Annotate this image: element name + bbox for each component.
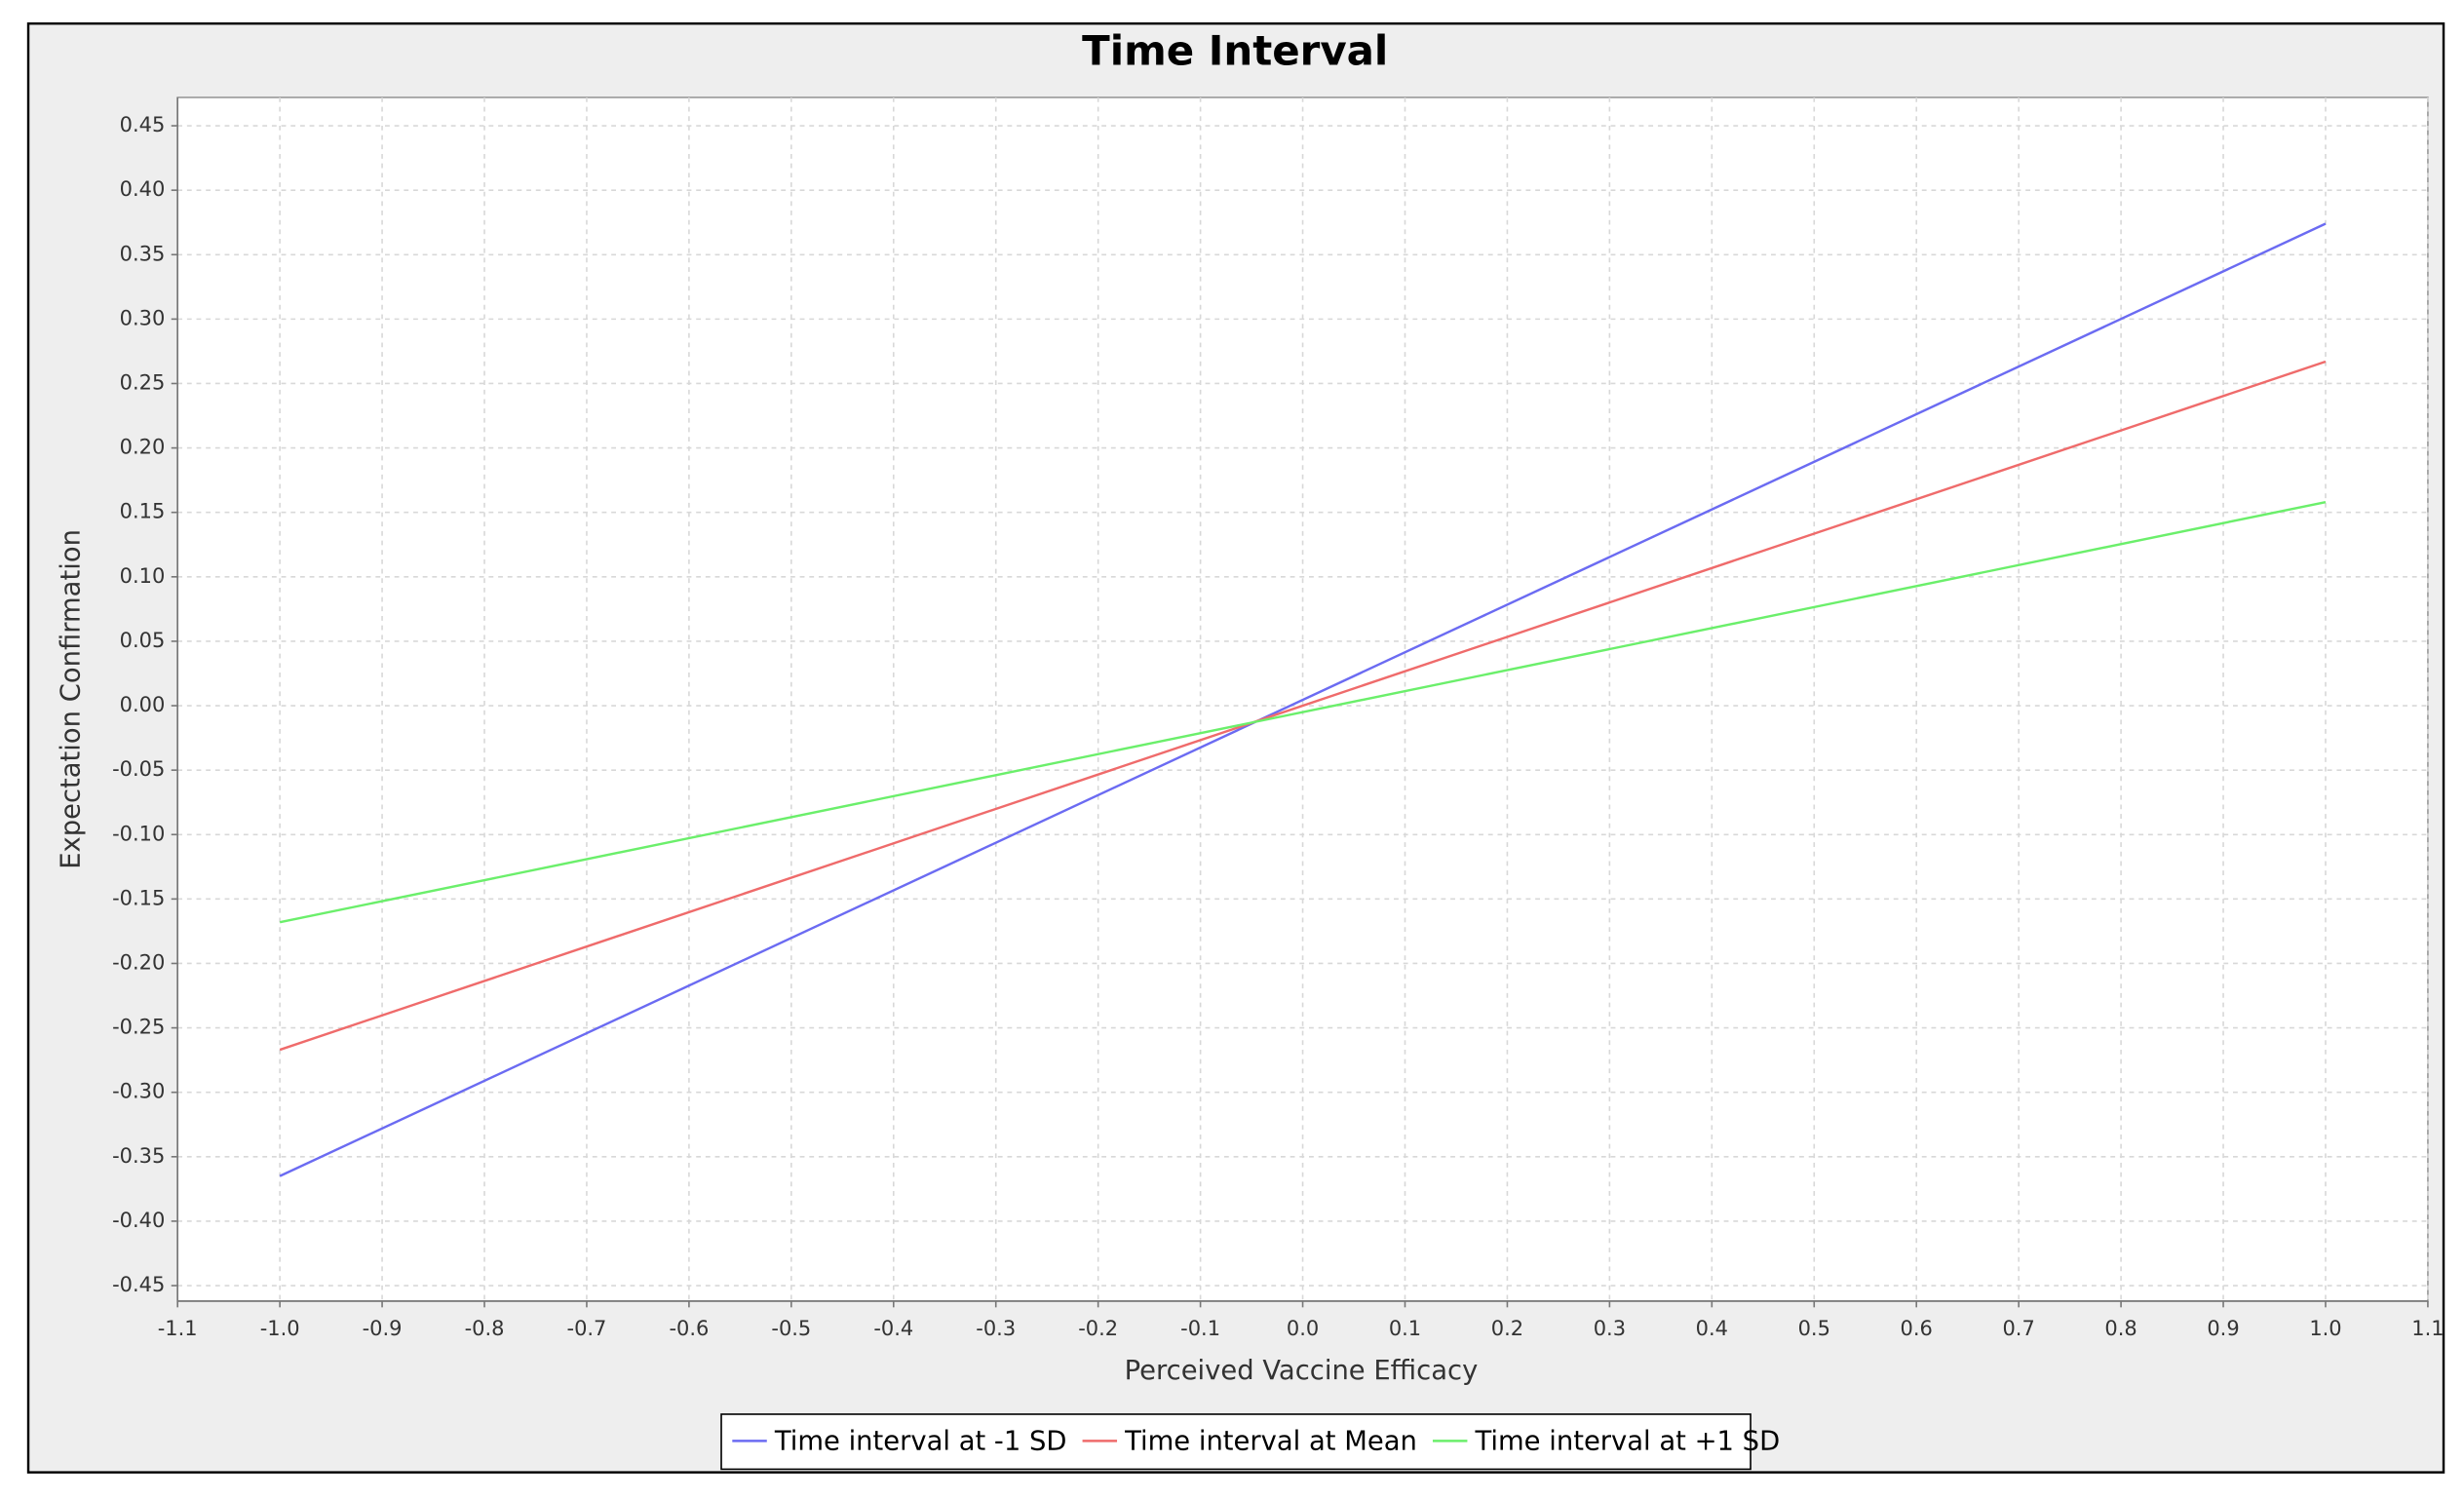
y-tick-label: 0.05 bbox=[120, 629, 166, 652]
x-tick-label: -0.2 bbox=[1078, 1317, 1118, 1340]
x-tick-label: -0.1 bbox=[1180, 1317, 1220, 1340]
series-line bbox=[279, 222, 2327, 1177]
x-tick-label: 0.9 bbox=[2207, 1317, 2239, 1340]
y-tick-label: 0.25 bbox=[120, 370, 166, 394]
x-tick-label: -0.9 bbox=[363, 1317, 403, 1340]
y-tick-label: -0.05 bbox=[112, 757, 165, 781]
y-tick-label: 0.15 bbox=[120, 500, 166, 523]
y-tick-label: 0.30 bbox=[120, 306, 166, 329]
y-tick-label: -0.40 bbox=[112, 1209, 165, 1232]
y-tick-label: -0.30 bbox=[112, 1080, 165, 1103]
x-tick-label: 0.2 bbox=[1491, 1317, 1523, 1340]
y-tick-label: -0.45 bbox=[112, 1273, 165, 1296]
y-tick-label: -0.35 bbox=[112, 1144, 165, 1168]
x-tick-label: 0.3 bbox=[1594, 1317, 1626, 1340]
y-axis-label: Expectation Confirmation bbox=[57, 529, 87, 869]
x-tick-label: -0.8 bbox=[465, 1317, 505, 1340]
y-tick-label: 0.45 bbox=[120, 113, 166, 136]
x-tick-label: -1.0 bbox=[260, 1317, 300, 1340]
x-tick-label: 0.4 bbox=[1696, 1317, 1728, 1340]
x-tick-label: -0.7 bbox=[567, 1317, 607, 1340]
x-tick-label: -0.3 bbox=[976, 1317, 1016, 1340]
x-tick-label: -0.5 bbox=[771, 1317, 811, 1340]
legend-box bbox=[720, 1413, 1752, 1471]
y-tick-label: 0.35 bbox=[120, 242, 166, 265]
chart-title: Time Interval bbox=[1082, 26, 1388, 74]
x-tick-label: 0.6 bbox=[1901, 1317, 1933, 1340]
y-tick-label: -0.25 bbox=[112, 1016, 165, 1039]
y-tick-label: 0.00 bbox=[120, 693, 166, 716]
legend-label: Time interval at -1 SD bbox=[774, 1426, 1067, 1456]
y-tick-label: -0.15 bbox=[112, 886, 165, 909]
series-line bbox=[279, 500, 2327, 924]
x-tick-label: 0.1 bbox=[1389, 1317, 1421, 1340]
x-tick-label: 1.0 bbox=[2309, 1317, 2341, 1340]
x-tick-label: 0.0 bbox=[1287, 1317, 1319, 1340]
legend-label: Time interval at Mean bbox=[1124, 1426, 1417, 1456]
x-tick-label: 0.5 bbox=[1798, 1317, 1830, 1340]
x-tick-label: 0.8 bbox=[2104, 1317, 2137, 1340]
y-tick-label: -0.10 bbox=[112, 822, 165, 845]
x-tick-label: -0.6 bbox=[669, 1317, 709, 1340]
y-tick-label: 0.40 bbox=[120, 177, 166, 201]
y-tick-label: -0.20 bbox=[112, 950, 165, 974]
legend-label: Time interval at +1 SD bbox=[1474, 1426, 1780, 1456]
y-tick-label: 0.10 bbox=[120, 564, 166, 588]
x-tick-label: 1.1 bbox=[2411, 1317, 2444, 1340]
y-tick-label: 0.20 bbox=[120, 436, 166, 459]
series-line bbox=[279, 360, 2327, 1052]
x-axis-label: Perceived Vaccine Efficacy bbox=[1125, 1356, 1479, 1386]
x-tick-label: 0.7 bbox=[2002, 1317, 2034, 1340]
x-tick-label: -0.4 bbox=[873, 1317, 913, 1340]
x-tick-label: -1.1 bbox=[158, 1317, 198, 1340]
